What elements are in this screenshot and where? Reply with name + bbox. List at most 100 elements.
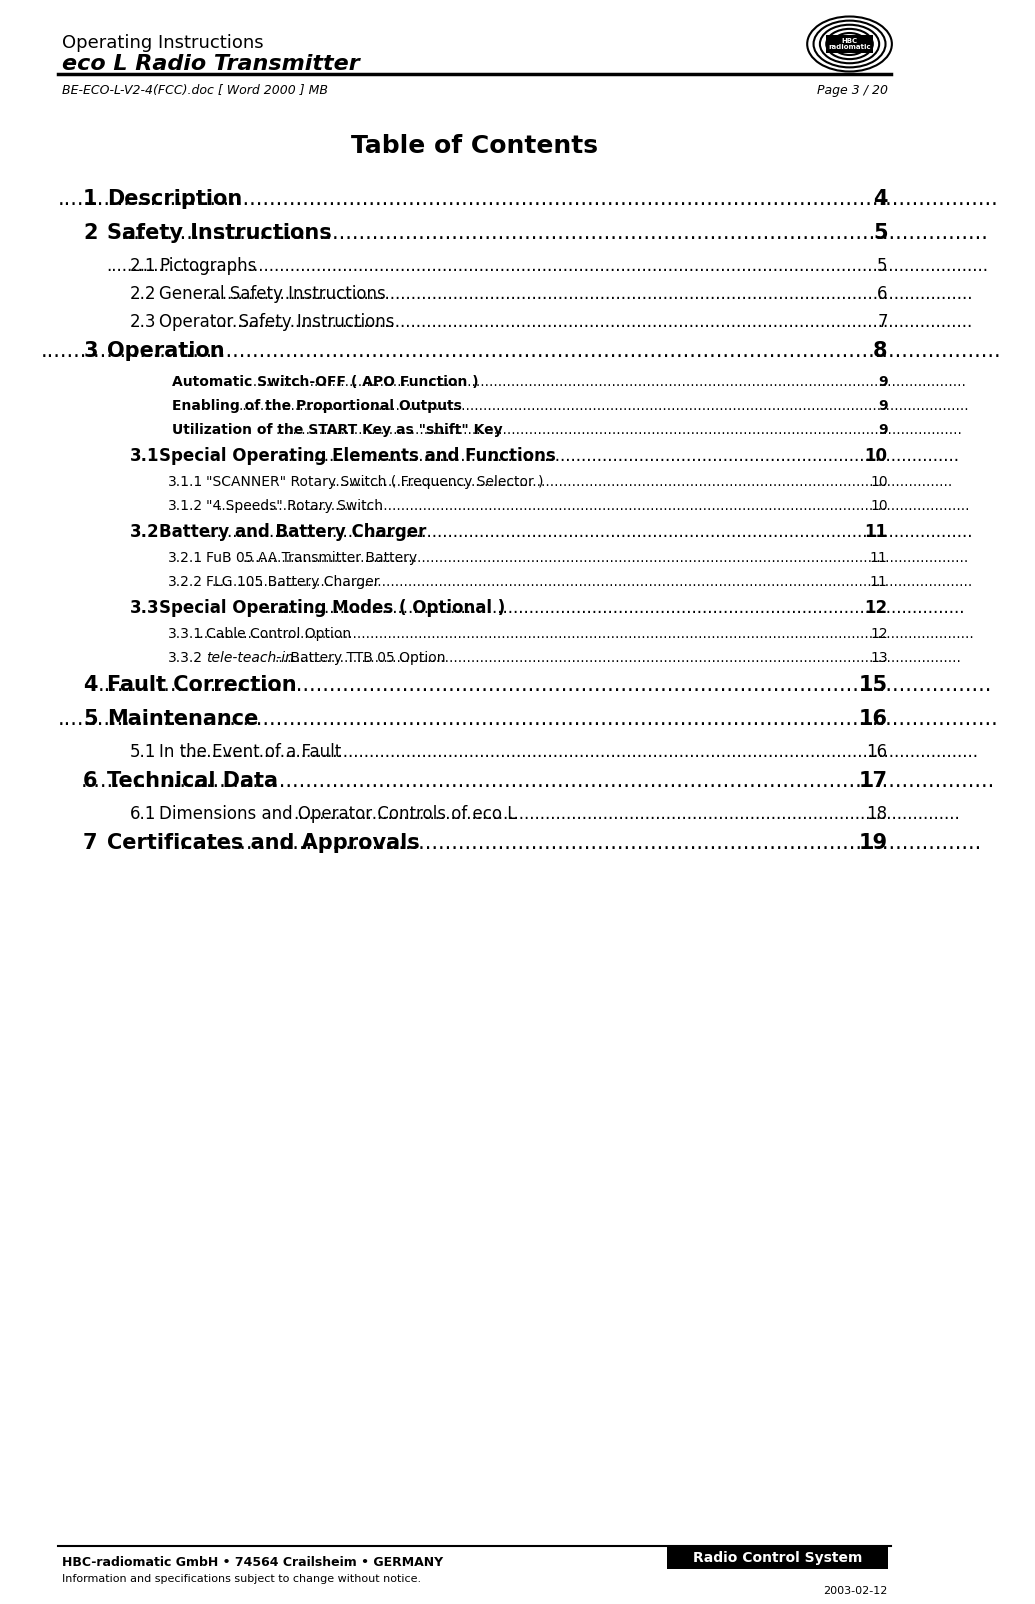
Text: 16: 16 [859, 709, 888, 728]
Text: General Safety Instructions: General Safety Instructions [159, 286, 386, 303]
Text: 13: 13 [870, 651, 888, 666]
Text: ................................................................................: ........................................… [211, 574, 973, 589]
Text: ................................................................................: ........................................… [238, 399, 969, 412]
Text: 16: 16 [866, 743, 888, 760]
Text: 2.2: 2.2 [129, 286, 156, 303]
Text: ................................................................................: ........................................… [58, 709, 999, 728]
Text: Fault Correction: Fault Correction [107, 675, 296, 695]
Text: 7: 7 [83, 832, 97, 853]
Text: ................................................................................: ........................................… [288, 448, 959, 465]
Text: ................................................................................: ........................................… [332, 475, 953, 489]
Text: 17: 17 [859, 772, 888, 791]
Text: HBC
radiomatic: HBC radiomatic [828, 38, 870, 50]
FancyBboxPatch shape [668, 1546, 888, 1569]
Text: ................................................................................: ........................................… [81, 772, 995, 791]
Text: 3.3.1: 3.3.1 [168, 627, 203, 642]
Text: 11: 11 [869, 552, 888, 565]
Text: Information and specifications subject to change without notice.: Information and specifications subject t… [62, 1574, 421, 1585]
Text: ................................................................................: ........................................… [180, 743, 978, 760]
Text: Table of Contents: Table of Contents [351, 135, 598, 159]
Text: 6: 6 [877, 286, 888, 303]
Text: ................................................................................: ........................................… [196, 627, 975, 642]
Text: Operation: Operation [107, 342, 225, 361]
Text: 3: 3 [83, 342, 97, 361]
Text: "SCANNER" Rotary Switch ( Frequency Selector ): "SCANNER" Rotary Switch ( Frequency Sele… [206, 475, 543, 489]
Text: ................................................................................: ........................................… [211, 313, 973, 330]
Text: ................................................................................: ........................................… [206, 523, 973, 541]
Text: Utilization of the START Key as "shift" Key: Utilization of the START Key as "shift" … [172, 423, 503, 436]
Text: 2: 2 [83, 223, 97, 242]
Text: 5.1: 5.1 [129, 743, 156, 760]
Text: 11: 11 [864, 523, 888, 541]
Text: ................................................................................: ........................................… [174, 832, 982, 853]
Text: 6.1: 6.1 [129, 805, 156, 823]
Text: 3.1.2: 3.1.2 [168, 499, 203, 513]
Text: 1: 1 [83, 189, 97, 209]
Text: 9: 9 [878, 399, 888, 412]
Text: 4: 4 [874, 189, 888, 209]
Text: 15: 15 [858, 675, 888, 695]
Text: eco L Radio Transmitter: eco L Radio Transmitter [62, 55, 360, 74]
Text: ................................................................................: ........................................… [58, 189, 999, 209]
Text: 2.3: 2.3 [129, 313, 156, 330]
Text: Safety Instructions: Safety Instructions [107, 223, 331, 242]
Text: tele-teach-in: tele-teach-in [206, 651, 294, 666]
Text: ................................................................................: ........................................… [275, 651, 962, 666]
Text: ................................................................................: ........................................… [120, 223, 988, 242]
Text: 3.3: 3.3 [129, 598, 159, 618]
Text: 3.3.2: 3.3.2 [168, 651, 203, 666]
Text: 6: 6 [83, 772, 97, 791]
Text: ................................................................................: ........................................… [206, 286, 973, 303]
Text: ................................................................................: ........................................… [293, 805, 959, 823]
Text: 2.1: 2.1 [129, 257, 156, 274]
Text: 3.1: 3.1 [129, 448, 159, 465]
Text: 11: 11 [869, 574, 888, 589]
Text: 5: 5 [83, 709, 97, 728]
Text: BE-ECO-L-V2-4(FCC).doc [ Word 2000 ] MB: BE-ECO-L-V2-4(FCC).doc [ Word 2000 ] MB [62, 83, 328, 96]
Text: 12: 12 [870, 627, 888, 642]
Text: In the Event of a Fault: In the Event of a Fault [159, 743, 342, 760]
Text: Battery and Battery Charger: Battery and Battery Charger [159, 523, 426, 541]
Text: ................................................................................: ........................................… [97, 675, 992, 695]
Text: Operating Instructions: Operating Instructions [62, 34, 264, 51]
Text: Battery TTB 05 Option: Battery TTB 05 Option [287, 651, 446, 666]
Text: Automatic Switch-OFF ( APO Function ): Automatic Switch-OFF ( APO Function ) [172, 375, 478, 390]
Text: Special Operating Modes ( Optional ): Special Operating Modes ( Optional ) [159, 598, 505, 618]
Text: 3.2.2: 3.2.2 [168, 574, 203, 589]
Text: 5: 5 [873, 223, 888, 242]
Text: ................................................................................: ........................................… [262, 598, 965, 618]
Text: 12: 12 [864, 598, 888, 618]
Text: Radio Control System: Radio Control System [692, 1551, 862, 1566]
Text: ................................................................................: ........................................… [218, 499, 971, 513]
Text: "4 Speeds" Rotary Switch: "4 Speeds" Rotary Switch [206, 499, 383, 513]
Text: 4: 4 [83, 675, 97, 695]
Text: Description: Description [107, 189, 242, 209]
Text: HBC-radiomatic GmbH • 74564 Crailsheim • GERMANY: HBC-radiomatic GmbH • 74564 Crailsheim •… [62, 1556, 443, 1569]
Text: 8: 8 [874, 342, 888, 361]
Text: Maintenance: Maintenance [107, 709, 258, 728]
Text: Pictographs: Pictographs [159, 257, 257, 274]
Text: Operator Safety Instructions: Operator Safety Instructions [159, 313, 394, 330]
Text: 10: 10 [864, 448, 888, 465]
Text: ................................................................................: ........................................… [275, 423, 963, 436]
Text: 18: 18 [866, 805, 888, 823]
Text: 10: 10 [870, 499, 888, 513]
Text: 3.2.1: 3.2.1 [168, 552, 203, 565]
Text: Dimensions and Operator Controls of eco L: Dimensions and Operator Controls of eco … [159, 805, 516, 823]
Text: 9: 9 [878, 375, 888, 390]
Text: Cable Control Option: Cable Control Option [206, 627, 351, 642]
Text: ................................................................................: ........................................… [106, 257, 988, 274]
Text: 10: 10 [870, 475, 888, 489]
Text: Enabling of the Proportional Outputs: Enabling of the Proportional Outputs [172, 399, 462, 412]
Text: 7: 7 [877, 313, 888, 330]
Text: 5: 5 [877, 257, 888, 274]
Text: Certificates and Approvals: Certificates and Approvals [107, 832, 419, 853]
Text: 19: 19 [858, 832, 888, 853]
Text: ................................................................................: ........................................… [245, 375, 967, 390]
Text: FuB 05 AA Transmitter Battery: FuB 05 AA Transmitter Battery [206, 552, 417, 565]
Text: Special Operating Elements and Functions: Special Operating Elements and Functions [159, 448, 556, 465]
Text: 3.1.1: 3.1.1 [168, 475, 203, 489]
Text: FLG 105 Battery Charger: FLG 105 Battery Charger [206, 574, 380, 589]
Text: 2003-02-12: 2003-02-12 [823, 1586, 888, 1596]
Text: ................................................................................: ........................................… [41, 342, 1002, 361]
